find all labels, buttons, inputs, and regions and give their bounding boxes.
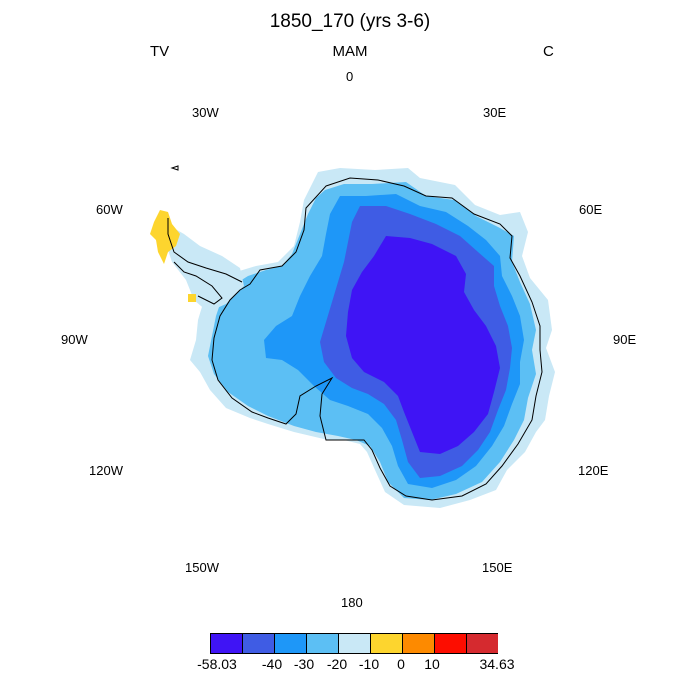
lon-label-30w: 30W [192,105,219,120]
season-label: MAM [332,43,368,60]
lon-label-60w: 60W [96,202,123,217]
contour-band-min-neg40 [346,236,500,454]
lon-label-180: 180 [341,595,363,610]
contour-band-peninsula [166,226,244,312]
colorbar-box-3 [306,633,339,654]
variable-label: TV [150,43,170,60]
peninsula-coastline [167,218,243,305]
lon-label-60e: 60E [579,202,603,217]
colorbar-box-5 [370,633,403,654]
colorbar-box-1 [242,633,275,654]
colorbar-box-0 [210,633,243,654]
colorbar-box-8 [466,633,498,654]
units-label: C [543,43,554,60]
lon-label-150e: 150E [482,560,513,575]
colorbar-box-2 [274,633,307,654]
colorbar-label-max: 34.63 [479,656,515,672]
colorbar-label-neg10: -10 [358,656,380,672]
colorbar-box-6 [402,633,435,654]
colorbar-label-neg40: -40 [261,656,283,672]
colorbar-label-neg20: -20 [326,656,348,672]
lon-label-90e: 90E [613,332,637,347]
lon-label-0: 0 [346,69,354,84]
chart-title: 1850_170 (yrs 3-6) [269,11,431,32]
colorbar [210,633,498,654]
colorbar-label-10: 10 [424,656,440,672]
lon-label-30e: 30E [483,105,507,120]
lon-label-120w: 120W [89,463,123,478]
lon-label-150w: 150W [185,560,219,575]
contour-band-0-10 [150,210,180,264]
coastline [211,177,543,501]
colorbar-box-4 [338,633,371,654]
colorbar-box-7 [434,633,467,654]
island-coastline [170,165,179,171]
contour-band-0-10-patch [188,294,196,302]
colorbar-label-min: -58.03 [197,656,237,672]
colorbar-label-0: 0 [397,656,405,672]
lon-label-120e: 120E [578,463,609,478]
colorbar-label-neg30: -30 [293,656,315,672]
lon-label-90w: 90W [61,332,88,347]
